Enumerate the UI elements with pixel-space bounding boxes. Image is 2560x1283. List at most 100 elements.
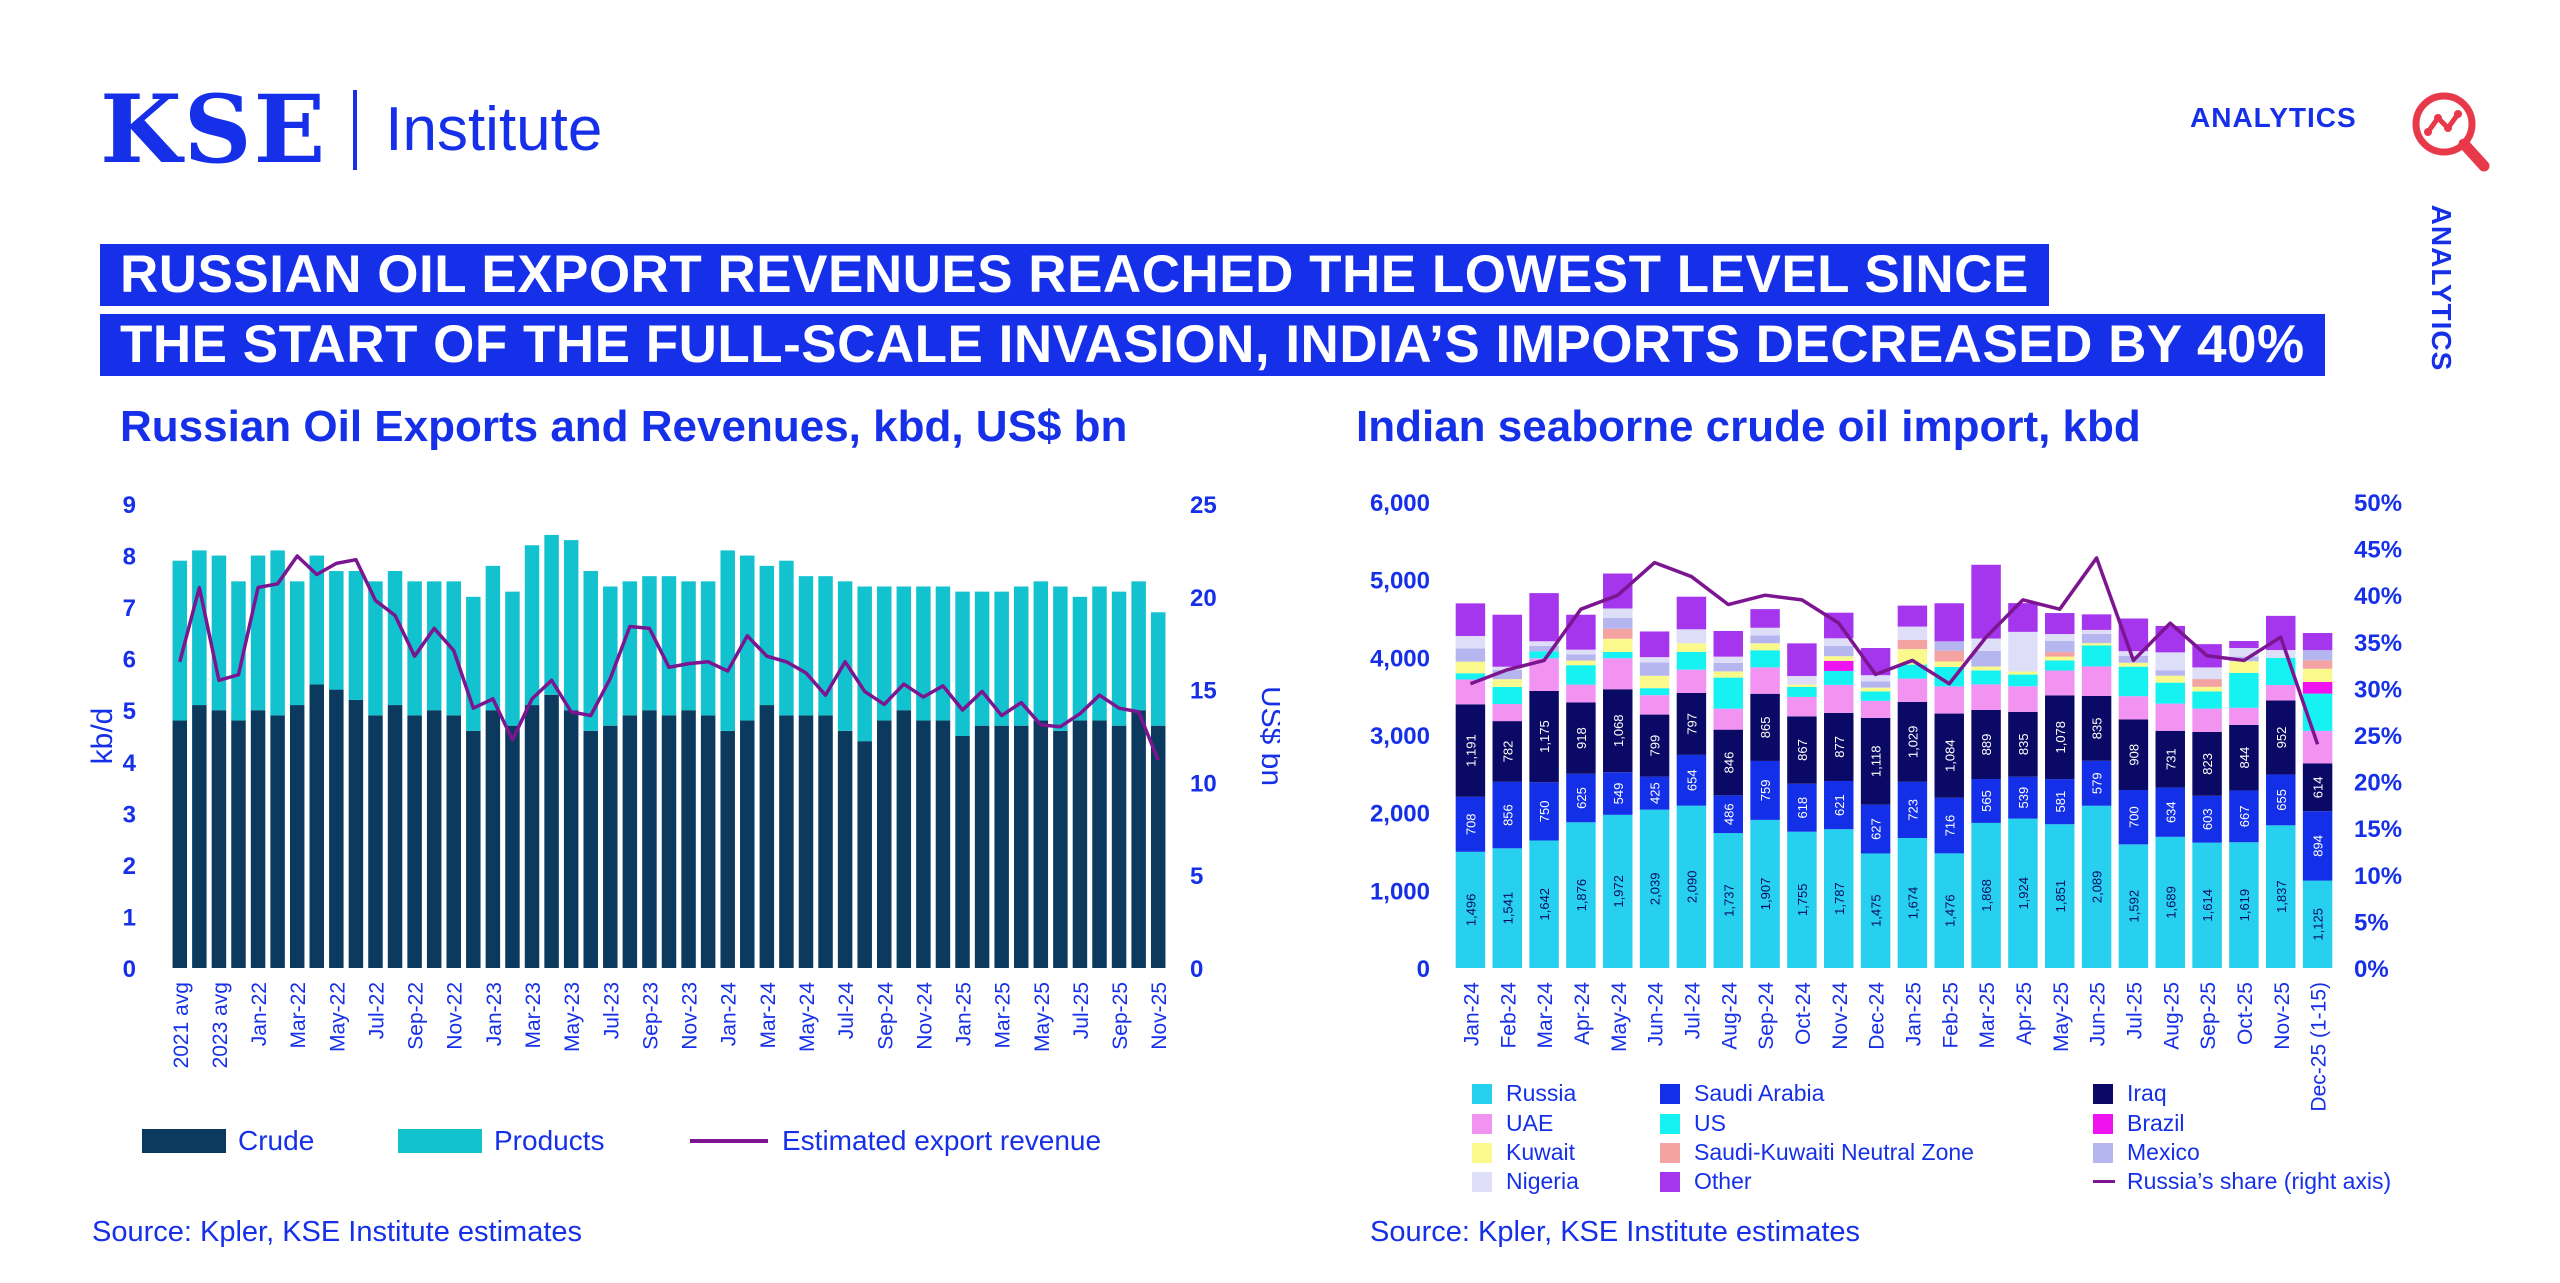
- crude-bar: [1033, 720, 1049, 968]
- kuwait-bar: [1787, 684, 1817, 687]
- crude-bar: [348, 699, 364, 968]
- russia-bar: [1455, 851, 1486, 968]
- russia-bar: [1824, 829, 1854, 968]
- other-bar: [1934, 603, 1964, 642]
- products-bar: [563, 540, 579, 711]
- us-bar: [1455, 673, 1486, 680]
- y-tick-label: 1,000: [1370, 878, 1430, 905]
- russia-bar: [1603, 814, 1633, 968]
- crude-bar: [759, 705, 775, 968]
- legend-revenue-label: Estimated export revenue: [782, 1125, 1102, 1156]
- saudi-bar: [2266, 774, 2296, 826]
- us-bar: [2192, 691, 2222, 709]
- x-tick-label: May-23: [561, 982, 584, 1052]
- products-bar: [368, 581, 383, 716]
- other-bar: [2008, 603, 2038, 632]
- legend-products-swatch: [398, 1129, 482, 1153]
- products-bar: [622, 581, 638, 716]
- saudi-bar: [1934, 797, 1964, 854]
- crude-bar: [387, 705, 403, 968]
- mexico-bar: [1971, 650, 2001, 667]
- x-tick-label: Jan-25: [1902, 982, 1925, 1046]
- iraq-data-label: 867: [1795, 739, 1810, 761]
- russia-bar: [2155, 836, 2185, 968]
- legend-crude-swatch: [142, 1129, 226, 1153]
- us-bar: [1897, 664, 1928, 679]
- russia-data-label: 1,907: [1758, 878, 1773, 911]
- russia-data-label: 2,090: [1684, 871, 1699, 904]
- x-tick-label: Sep-24: [874, 982, 897, 1050]
- kuwait-bar: [1492, 679, 1522, 687]
- other-bar: [1713, 631, 1743, 657]
- crude-bar: [603, 725, 618, 968]
- saudi-data-label: 425: [1648, 782, 1663, 804]
- products-bar: [1033, 581, 1049, 721]
- products-bar: [661, 576, 677, 716]
- russia-bar: [1639, 809, 1670, 968]
- iraq-data-label: 614: [2311, 776, 2326, 798]
- y2-tick-label: 20: [1190, 585, 1217, 612]
- saudi-bar: [1492, 781, 1522, 849]
- uae-bar: [2081, 666, 2112, 696]
- x-tick-label: Jun-25: [2087, 982, 2110, 1046]
- crude-bar: [231, 720, 246, 968]
- uae-bar: [1934, 686, 1964, 714]
- russia-data-label: 1,614: [2200, 889, 2215, 922]
- kuwait-bar: [1860, 687, 1891, 692]
- products-bar: [1072, 596, 1088, 721]
- legend-kuwait-label: Kuwait: [1506, 1139, 1576, 1165]
- saudi-data-label: 581: [2053, 791, 2068, 813]
- kuwait-bar: [1566, 660, 1596, 666]
- uae-bar: [1787, 696, 1817, 717]
- products-bar: [231, 581, 246, 721]
- kuwait-bar: [1676, 643, 1707, 652]
- uae-bar: [1750, 667, 1780, 694]
- y-tick-label: 0: [1417, 956, 1430, 983]
- y2-tick-label: 25%: [2354, 723, 2402, 750]
- products-bar: [720, 550, 735, 731]
- legend-revenue: Estimated export revenue: [690, 1125, 1101, 1157]
- other-bar: [1603, 573, 1633, 609]
- y-tick-label: 0: [123, 956, 136, 983]
- russia-data-label: 1,837: [2274, 880, 2289, 913]
- other-bar: [2229, 641, 2259, 649]
- legend-share-label: Russia’s share (right axis): [2127, 1168, 2392, 1194]
- crude-bar: [1053, 730, 1068, 968]
- other-bar: [1750, 609, 1780, 628]
- iraq-data-label: 1,029: [1905, 726, 1920, 759]
- x-tick-label: Nov-25: [2271, 982, 2294, 1050]
- saudi-data-label: 654: [1684, 769, 1699, 791]
- y2-tick-label: 15: [1190, 678, 1217, 705]
- x-tick-label: Jan-23: [483, 982, 506, 1046]
- legend-revenue-swatch: [690, 1139, 768, 1143]
- products-bar: [524, 545, 540, 706]
- y2-axis-label: US$ bn: [1255, 686, 1280, 786]
- legend-neutral: Saudi-Kuwaiti Neutral Zone: [1660, 1139, 1974, 1166]
- x-tick-label: Mar-24: [757, 982, 780, 1049]
- analytics-vertical-label: ANALYTICS: [2420, 196, 2460, 386]
- russia-bar: [1787, 831, 1817, 968]
- iraq-data-label: 908: [2126, 744, 2141, 766]
- nigeria-bar: [1750, 627, 1780, 636]
- saudi-data-label: 759: [1758, 780, 1773, 802]
- russia-data-label: 1,868: [1979, 879, 1994, 912]
- russia-data-label: 1,972: [1611, 875, 1626, 908]
- russia-data-label: 1,476: [1942, 894, 1957, 927]
- uae-bar: [1492, 704, 1522, 722]
- products-bar: [1131, 581, 1146, 711]
- y2-tick-label: 10: [1190, 770, 1217, 797]
- x-tick-label: Sep-25: [2197, 982, 2220, 1050]
- uae-bar: [1639, 695, 1670, 715]
- us-bar: [1860, 691, 1891, 701]
- iraq-data-label: 889: [1979, 734, 1994, 756]
- other-bar: [1529, 593, 1559, 642]
- mexico-bar: [1639, 662, 1670, 676]
- products-bar: [270, 550, 285, 716]
- legend-uae-swatch: [1472, 1113, 1492, 1134]
- products-bar: [309, 555, 325, 685]
- products-bar: [289, 581, 305, 706]
- iraq-bar: [2266, 700, 2296, 775]
- legend-brazil: Brazil: [2093, 1110, 2185, 1137]
- legend-russia-label: Russia: [1506, 1080, 1577, 1106]
- nigeria-bar: [1824, 638, 1854, 647]
